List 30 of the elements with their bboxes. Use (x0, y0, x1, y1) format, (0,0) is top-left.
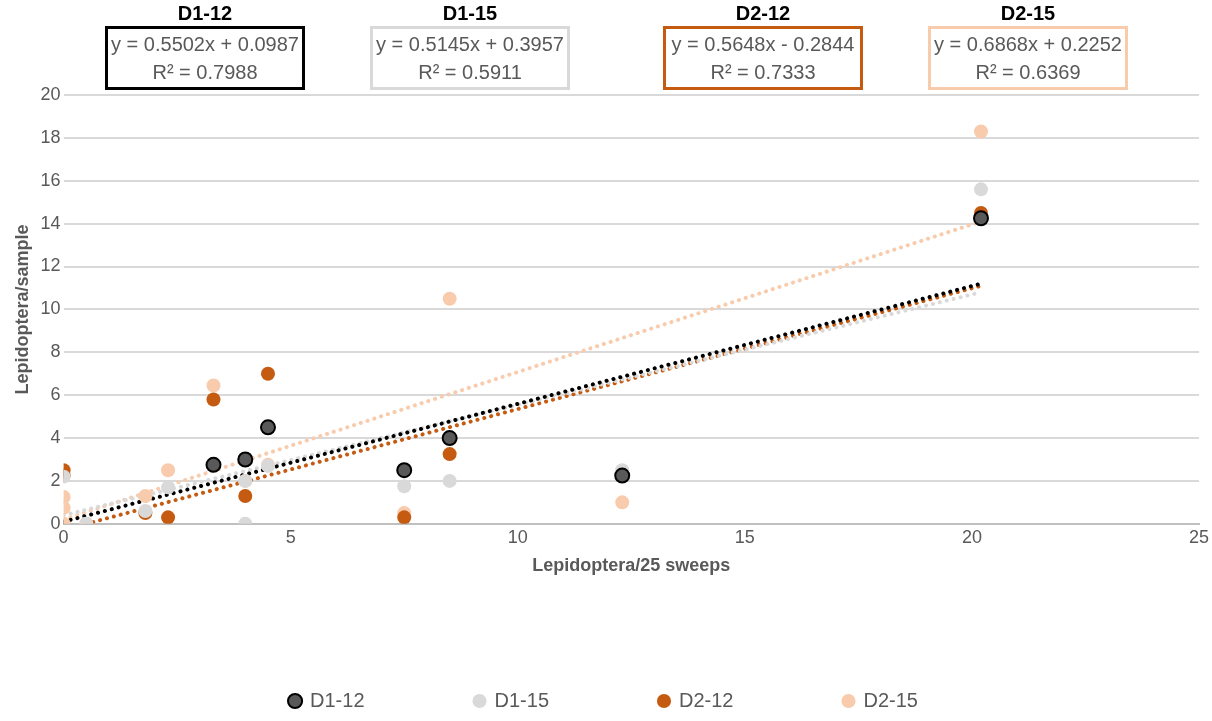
x-axis-title: Lepidoptera/25 sweeps (532, 555, 731, 576)
y-tick-label: 0 (50, 512, 61, 533)
x-tick-label: 20 (961, 526, 982, 547)
y-axis-title: Lepidoptera/sample (11, 224, 32, 395)
text-box-frame: y = 0.5145x + 0.3957 R² = 0.5911 (370, 26, 570, 90)
x-tick-label: 5 (285, 526, 296, 547)
y-tick-label: 16 (40, 169, 61, 190)
y-tick-label: 4 (50, 427, 61, 448)
legend-label: D2-15 (863, 688, 918, 711)
x-tick-label: 15 (734, 526, 755, 547)
text: D1-12 (176, 1, 234, 26)
y-tick-label: 10 (40, 298, 61, 319)
y-tick-label: 14 (40, 212, 61, 233)
x-tick-label: 25 (1188, 526, 1209, 547)
x-tick-label: 10 (507, 526, 528, 547)
text-box-frame: y = 0.6868x + 0.2252 R² = 0.6369 (928, 26, 1128, 90)
legend-label: D1-12 (310, 688, 365, 711)
text: D2-15 (999, 1, 1057, 26)
y-tick-label: 8 (50, 341, 61, 362)
text-box-frame: y = 0.5502x + 0.0987 R² = 0.7988 (105, 26, 305, 90)
text: D1-15 (441, 1, 499, 26)
text-box-frame: y = 0.5648x - 0.2844 R² = 0.7333 (663, 26, 863, 90)
legend-label: D1-15 (494, 688, 550, 711)
text: D2-12 (734, 1, 792, 26)
legend-label: D2-12 (679, 688, 734, 711)
y-tick-label: 20 (40, 83, 61, 104)
y-tick-label: 2 (50, 469, 61, 490)
y-tick-label: 6 (50, 384, 61, 405)
y-tick-label: 12 (40, 255, 61, 276)
y-tick-label: 18 (40, 126, 61, 147)
